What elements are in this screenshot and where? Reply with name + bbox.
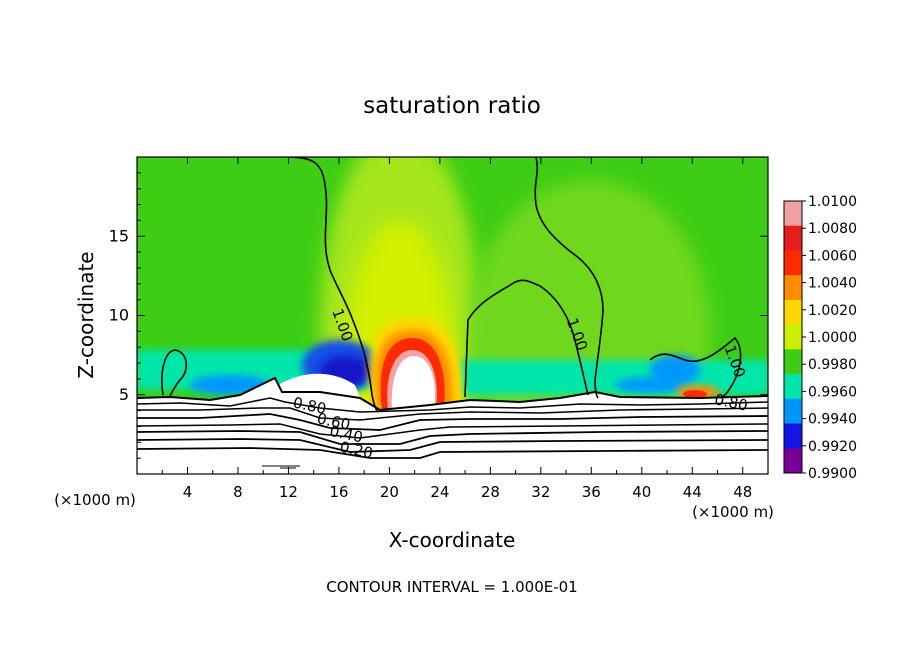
colorbar-swatch bbox=[784, 275, 802, 301]
colorbar-swatch bbox=[784, 201, 802, 227]
contour-lines bbox=[137, 157, 768, 469]
x-tick-label: 48 bbox=[733, 483, 752, 501]
x-tick-label: 20 bbox=[380, 483, 399, 501]
y-tick-label: 15 bbox=[109, 226, 129, 245]
colorbar-swatch bbox=[784, 250, 802, 276]
x-tick-label: 32 bbox=[531, 483, 550, 501]
contour-1-00-right bbox=[464, 157, 604, 399]
colorbar-swatch bbox=[784, 324, 802, 350]
colorbar-label: 0.9980 bbox=[808, 357, 857, 373]
colorbar-swatch bbox=[784, 299, 802, 326]
x-tick-label: 28 bbox=[481, 483, 500, 501]
y-tick-label: 10 bbox=[109, 306, 129, 325]
colorbar-swatch bbox=[784, 423, 802, 449]
contour-1-00-far-right bbox=[649, 336, 742, 399]
colorbar-label: 0.9900 bbox=[808, 466, 857, 482]
colorbar-swatch bbox=[784, 398, 802, 425]
x-tick-label: 40 bbox=[632, 483, 651, 501]
colorbar-swatch bbox=[784, 374, 802, 400]
contour-interval-note: CONTOUR INTERVAL = 1.000E-01 bbox=[326, 578, 577, 596]
x-axis-units: (×1000 m) bbox=[692, 503, 774, 521]
x-tick-label: 24 bbox=[430, 483, 449, 501]
y-axis-label: Z-coordinate bbox=[74, 251, 98, 378]
colorbar-label: 0.9960 bbox=[808, 384, 857, 400]
x-tick-label: 36 bbox=[582, 483, 601, 501]
colorbar: 1.0100 1.0080 1.0060 1.0040 1.0020 1.0000 0.99… bbox=[783, 194, 857, 482]
contour-1-00-left bbox=[289, 157, 379, 413]
x-tick-label: 12 bbox=[279, 483, 298, 501]
colorbar-swatch bbox=[784, 349, 802, 375]
heatmap-field bbox=[137, 157, 768, 474]
x-tick-label: 16 bbox=[329, 483, 348, 501]
x-tick-label: 8 bbox=[233, 483, 243, 501]
colorbar-label: 1.0060 bbox=[808, 248, 857, 264]
colorbar-label: 1.0020 bbox=[808, 303, 857, 319]
x-tick-label: 44 bbox=[683, 483, 702, 501]
y-axis-units: (×1000 m) bbox=[54, 491, 136, 509]
colorbar-label: 1.0100 bbox=[808, 194, 857, 210]
y-axis-ticks: 5 10 15 bbox=[109, 172, 768, 459]
colorbar-label: 1.0000 bbox=[808, 330, 857, 346]
x-tick-label: 4 bbox=[183, 483, 193, 501]
colorbar-label: 1.0080 bbox=[808, 221, 857, 237]
contour-1-00-small-left bbox=[161, 349, 188, 397]
chart-title: saturation ratio bbox=[363, 93, 541, 119]
x-axis-label: X-coordinate bbox=[389, 528, 516, 552]
colorbar-swatch bbox=[784, 225, 802, 251]
colorbar-label: 0.9940 bbox=[808, 412, 857, 428]
y-tick-label: 5 bbox=[119, 385, 129, 404]
x-axis-ticks: 4 8 12 16 20 24 28 32 36 40 44 48 bbox=[161, 157, 752, 501]
colorbar-swatch bbox=[784, 448, 802, 474]
colorbar-label: 1.0040 bbox=[808, 276, 857, 292]
colorbar-label: 0.9920 bbox=[808, 439, 857, 455]
